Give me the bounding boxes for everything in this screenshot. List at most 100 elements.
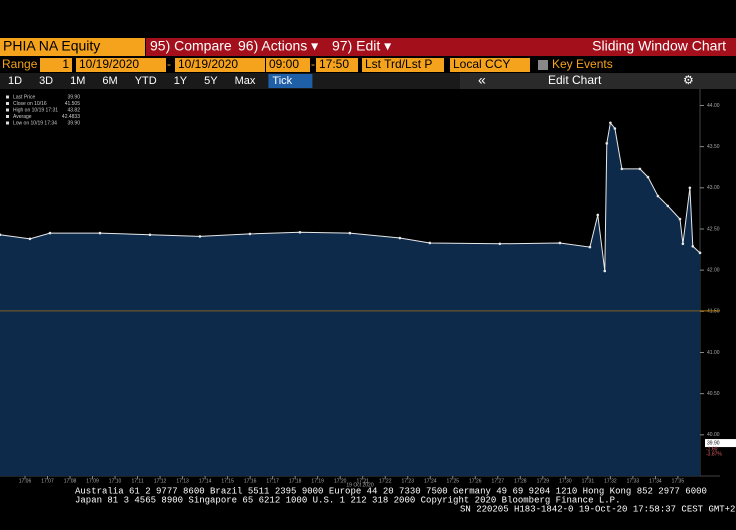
tick-point (0, 233, 2, 237)
legend-label: High on 10/19 17:31 (13, 107, 58, 113)
x-tick-label: 17:11 (131, 478, 143, 484)
menu-button[interactable]: 96) Actions ▾ (238, 38, 318, 54)
checkbox[interactable] (538, 60, 548, 70)
last-tag: 39.90 (707, 440, 720, 446)
edit-chart[interactable]: Edit Chart (548, 73, 602, 87)
menu-button[interactable]: 95) Compare (150, 38, 232, 54)
x-tick-label: 17:20 (334, 478, 347, 484)
tick-point (28, 237, 32, 241)
start-time: 09:00 (269, 57, 299, 71)
period-selected (268, 74, 313, 88)
tick-point (613, 127, 617, 130)
legend-swatch (6, 115, 9, 118)
collapse[interactable]: « (478, 72, 486, 88)
date-field[interactable] (175, 58, 265, 72)
date-field[interactable] (76, 58, 166, 72)
y-tick-label: 43.00 (707, 185, 720, 191)
legend-label: Last Price (13, 94, 35, 100)
period-button[interactable]: 6M (102, 75, 117, 87)
legend-value: 42.4833 (62, 114, 80, 120)
tick-point (609, 121, 612, 125)
tick-point (681, 242, 685, 246)
x-tick-label: 17:28 (514, 478, 527, 484)
settings[interactable]: ⚙ (683, 73, 694, 87)
currency: Local CCY (453, 57, 510, 71)
tick-point (98, 231, 102, 235)
legend-swatch (6, 121, 9, 125)
tool-bar (460, 73, 736, 89)
separator: - (311, 57, 315, 71)
field-dropdown[interactable] (362, 58, 444, 72)
x-tick-label: 17:08 (64, 478, 77, 484)
menu-button[interactable]: 97) Edit ▾ (332, 38, 391, 54)
tick-point (596, 213, 600, 217)
x-tick-label: 17:35 (672, 478, 685, 484)
legend-label: Close on 10/16 (13, 101, 47, 107)
start-date: 10/19/2020 (79, 57, 139, 71)
price-area (0, 122, 700, 477)
currency-dropdown[interactable] (450, 58, 530, 72)
x-tick-label: 17:25 (447, 478, 460, 484)
tick-point (198, 235, 202, 238)
period-button[interactable]: 3D (39, 75, 53, 87)
y-tick-label: 40.00 (707, 432, 720, 438)
x-tick-label: 17:32 (604, 478, 617, 484)
tick-point (620, 167, 624, 171)
x-tick-label: 17:27 (492, 478, 505, 484)
end-time: 17:50 (319, 57, 349, 71)
window-title: Sliding Window Chart (592, 38, 726, 54)
last-tag-box (705, 439, 736, 448)
change-pct: -3.87% (706, 451, 722, 457)
legend-swatch (6, 95, 9, 99)
tick-point (148, 233, 152, 237)
x-tick-label: 17:30 (559, 478, 572, 484)
period-button[interactable]: YTD (135, 75, 157, 87)
x-tick-label: 17:24 (424, 478, 437, 484)
tick-point (666, 204, 670, 208)
period-button[interactable]: Tick (272, 75, 292, 87)
separator: - (167, 57, 171, 71)
legend-value: 41.505 (65, 101, 81, 107)
period-button[interactable]: 5Y (204, 75, 218, 87)
tick-point (588, 245, 592, 249)
period-button[interactable]: 1M (70, 75, 85, 87)
ticker-box[interactable] (0, 38, 145, 56)
range-label: Range (2, 57, 38, 71)
tick-point (558, 241, 562, 245)
x-tick-label: 17:33 (627, 478, 640, 484)
x-tick-label: 17:18 (289, 478, 302, 484)
period-button[interactable]: Max (235, 75, 256, 87)
time-field[interactable] (266, 58, 310, 72)
x-tick-label: 17:14 (199, 478, 212, 484)
x-tick-label: 17:10 (109, 478, 122, 484)
tick-point (48, 231, 52, 235)
tick-point (398, 236, 402, 240)
y-tick-label: 42.50 (707, 226, 720, 232)
tick-point (646, 175, 650, 179)
legend-swatch (6, 108, 9, 112)
x-tick-label: 17:19 (311, 478, 324, 484)
x-tick-label: 17:29 (537, 478, 550, 484)
change: -1.60 (706, 446, 718, 452)
tick-point (348, 231, 352, 235)
period-button[interactable]: 1Y (174, 75, 188, 87)
x-tick-label: 17:21 (356, 478, 369, 484)
date-label: 19 Oct 2020 (346, 482, 373, 488)
period-button[interactable]: 1D (8, 75, 22, 87)
x-tick-label: 17:09 (86, 478, 99, 484)
tick-point (428, 241, 432, 245)
tick-point (638, 167, 642, 171)
tick-point (656, 194, 660, 198)
x-tick-label: 17:17 (266, 478, 279, 484)
x-tick-label: 17:31 (582, 478, 595, 484)
tick-point (248, 232, 252, 236)
key-events: Key Events (552, 57, 613, 71)
legend-swatch (6, 102, 9, 105)
time-field[interactable] (316, 58, 358, 72)
x-tick-label: 17:13 (176, 478, 189, 484)
count-field[interactable] (40, 58, 72, 72)
tick-point (698, 251, 702, 255)
footer-line: SN 220205 H183-1842-0 19-Oct-20 17:58:37… (460, 504, 736, 514)
footer-line: Japan 81 3 4565 8900 Singapore 65 6212 1… (75, 495, 621, 505)
